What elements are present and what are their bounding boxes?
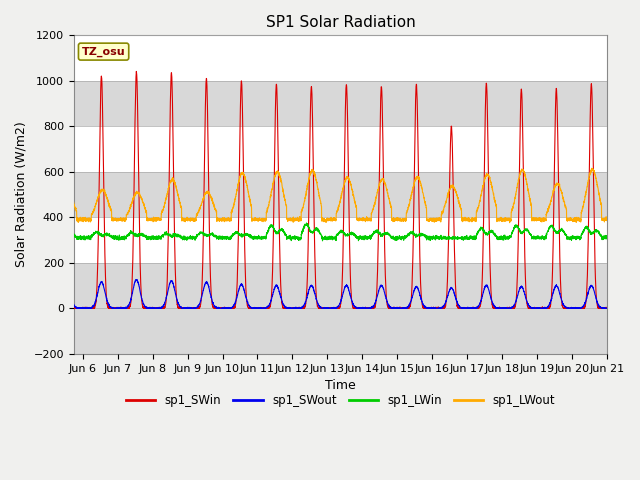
sp1_LWin [162,231,170,237]
sp1_LWin [589,231,597,237]
Bar [74,81,607,126]
sp1_LWout [506,220,513,226]
Line: sp1_LWout: sp1_LWout [74,168,608,223]
sp1_LWout [70,200,77,205]
sp1_SWout [408,294,416,300]
Line: sp1_LWin: sp1_LWin [74,223,608,241]
sp1_LWout [162,196,170,202]
sp1_LWout [589,167,597,173]
sp1_SWin [70,305,77,311]
sp1_SWout [308,284,316,289]
sp1_SWout [73,305,81,311]
sp1_SWin [229,305,237,311]
sp1_SWout [229,304,237,310]
sp1_LWout [604,217,612,223]
sp1_SWout [70,301,77,307]
X-axis label: Time: Time [325,379,356,392]
Y-axis label: Solar Radiation (W/m2): Solar Radiation (W/m2) [15,122,28,267]
sp1_SWout [589,286,597,291]
sp1_LWout [308,167,316,172]
sp1_LWin [70,232,77,238]
sp1_SWin [162,300,170,306]
Bar [74,126,607,172]
sp1_SWin [92,296,100,302]
Legend: sp1_SWin, sp1_SWout, sp1_LWin, sp1_LWout: sp1_SWin, sp1_SWout, sp1_LWin, sp1_LWout [121,389,560,411]
sp1_SWout [162,297,170,302]
sp1_SWin [604,305,612,311]
Bar [74,217,607,263]
sp1_SWin [589,168,597,174]
Bar [74,172,607,217]
sp1_LWin [228,233,236,239]
sp1_LWin [303,220,310,226]
sp1_LWout [408,190,416,196]
sp1_LWout [92,200,100,205]
sp1_LWin [319,238,326,244]
sp1_SWin [132,69,140,74]
Line: sp1_SWout: sp1_SWout [74,279,608,308]
Bar [74,308,607,354]
sp1_LWin [604,234,612,240]
sp1_LWin [308,229,316,235]
sp1_LWin [92,229,100,235]
Line: sp1_SWin: sp1_SWin [74,72,608,308]
Bar [74,36,607,81]
sp1_SWin [408,278,416,284]
Bar [74,263,607,308]
sp1_LWout [228,205,236,211]
sp1_SWout [133,276,141,282]
sp1_LWin [408,231,416,237]
Text: TZ_osu: TZ_osu [82,47,125,57]
sp1_SWout [93,295,100,301]
sp1_SWout [604,305,612,311]
sp1_LWout [588,166,595,171]
sp1_SWin [308,99,316,105]
Title: SP1 Solar Radiation: SP1 Solar Radiation [266,15,415,30]
